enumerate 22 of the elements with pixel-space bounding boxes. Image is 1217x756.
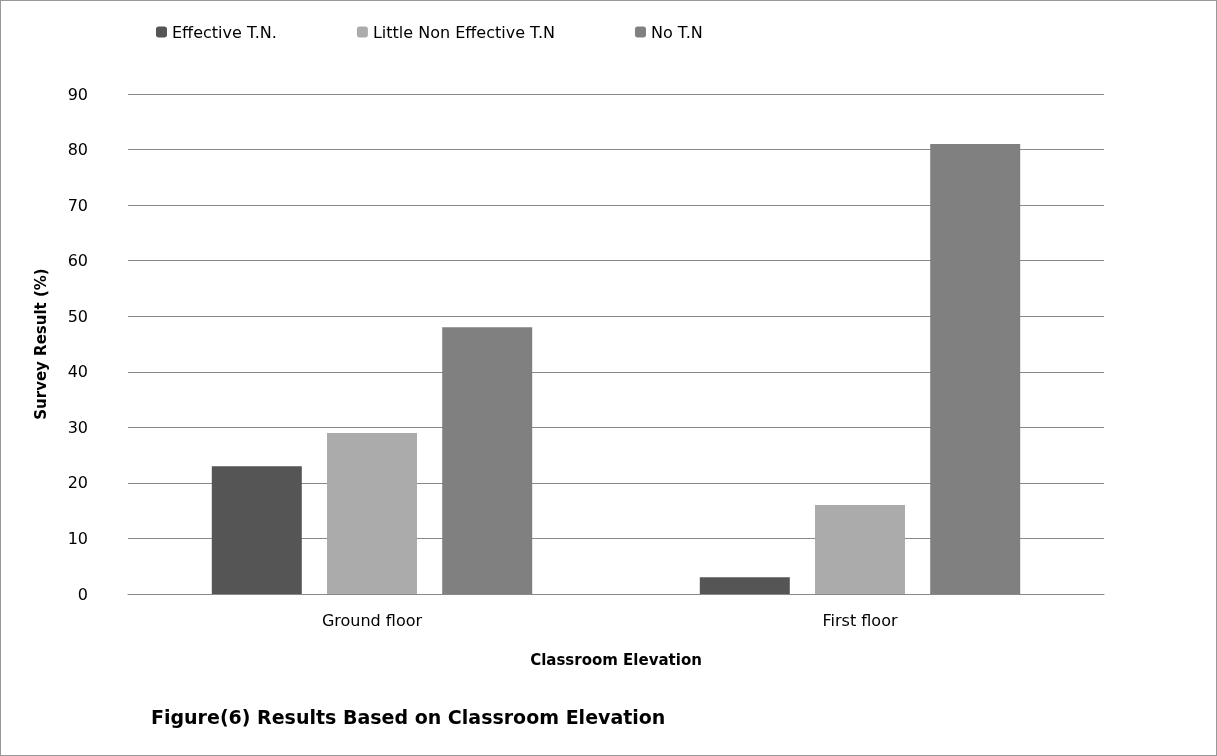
y-tick-label: 60	[67, 251, 88, 271]
x-tick-label: Ground floor	[321, 610, 423, 630]
y-tick-label: 0	[77, 584, 88, 604]
text: Figure(6) Results Based on Classroom Elevation	[151, 705, 666, 728]
bar	[211, 466, 302, 594]
y-tick-label: 40	[67, 362, 88, 382]
y-tick-label: 70	[67, 195, 88, 215]
y-tick-label: 90	[67, 84, 88, 104]
bar	[699, 577, 790, 594]
y-tick-label: 50	[67, 306, 88, 326]
y-tick-label: 20	[67, 473, 88, 493]
y-tick-label: 80	[67, 140, 88, 160]
y-tick-label: 30	[67, 417, 88, 437]
bar	[327, 432, 417, 594]
y-axis-title: Survey Result (%)	[31, 268, 50, 420]
x-tick-label: First floor	[822, 610, 898, 630]
legend-label: No T.N	[650, 22, 703, 42]
bar	[815, 505, 905, 594]
legend-label: Effective T.N.	[172, 22, 277, 42]
y-tick-label: 10	[67, 528, 88, 548]
x-axis-title: Classroom Elevation	[530, 650, 702, 669]
legend-label: Little Non Effective T.N	[372, 22, 555, 42]
